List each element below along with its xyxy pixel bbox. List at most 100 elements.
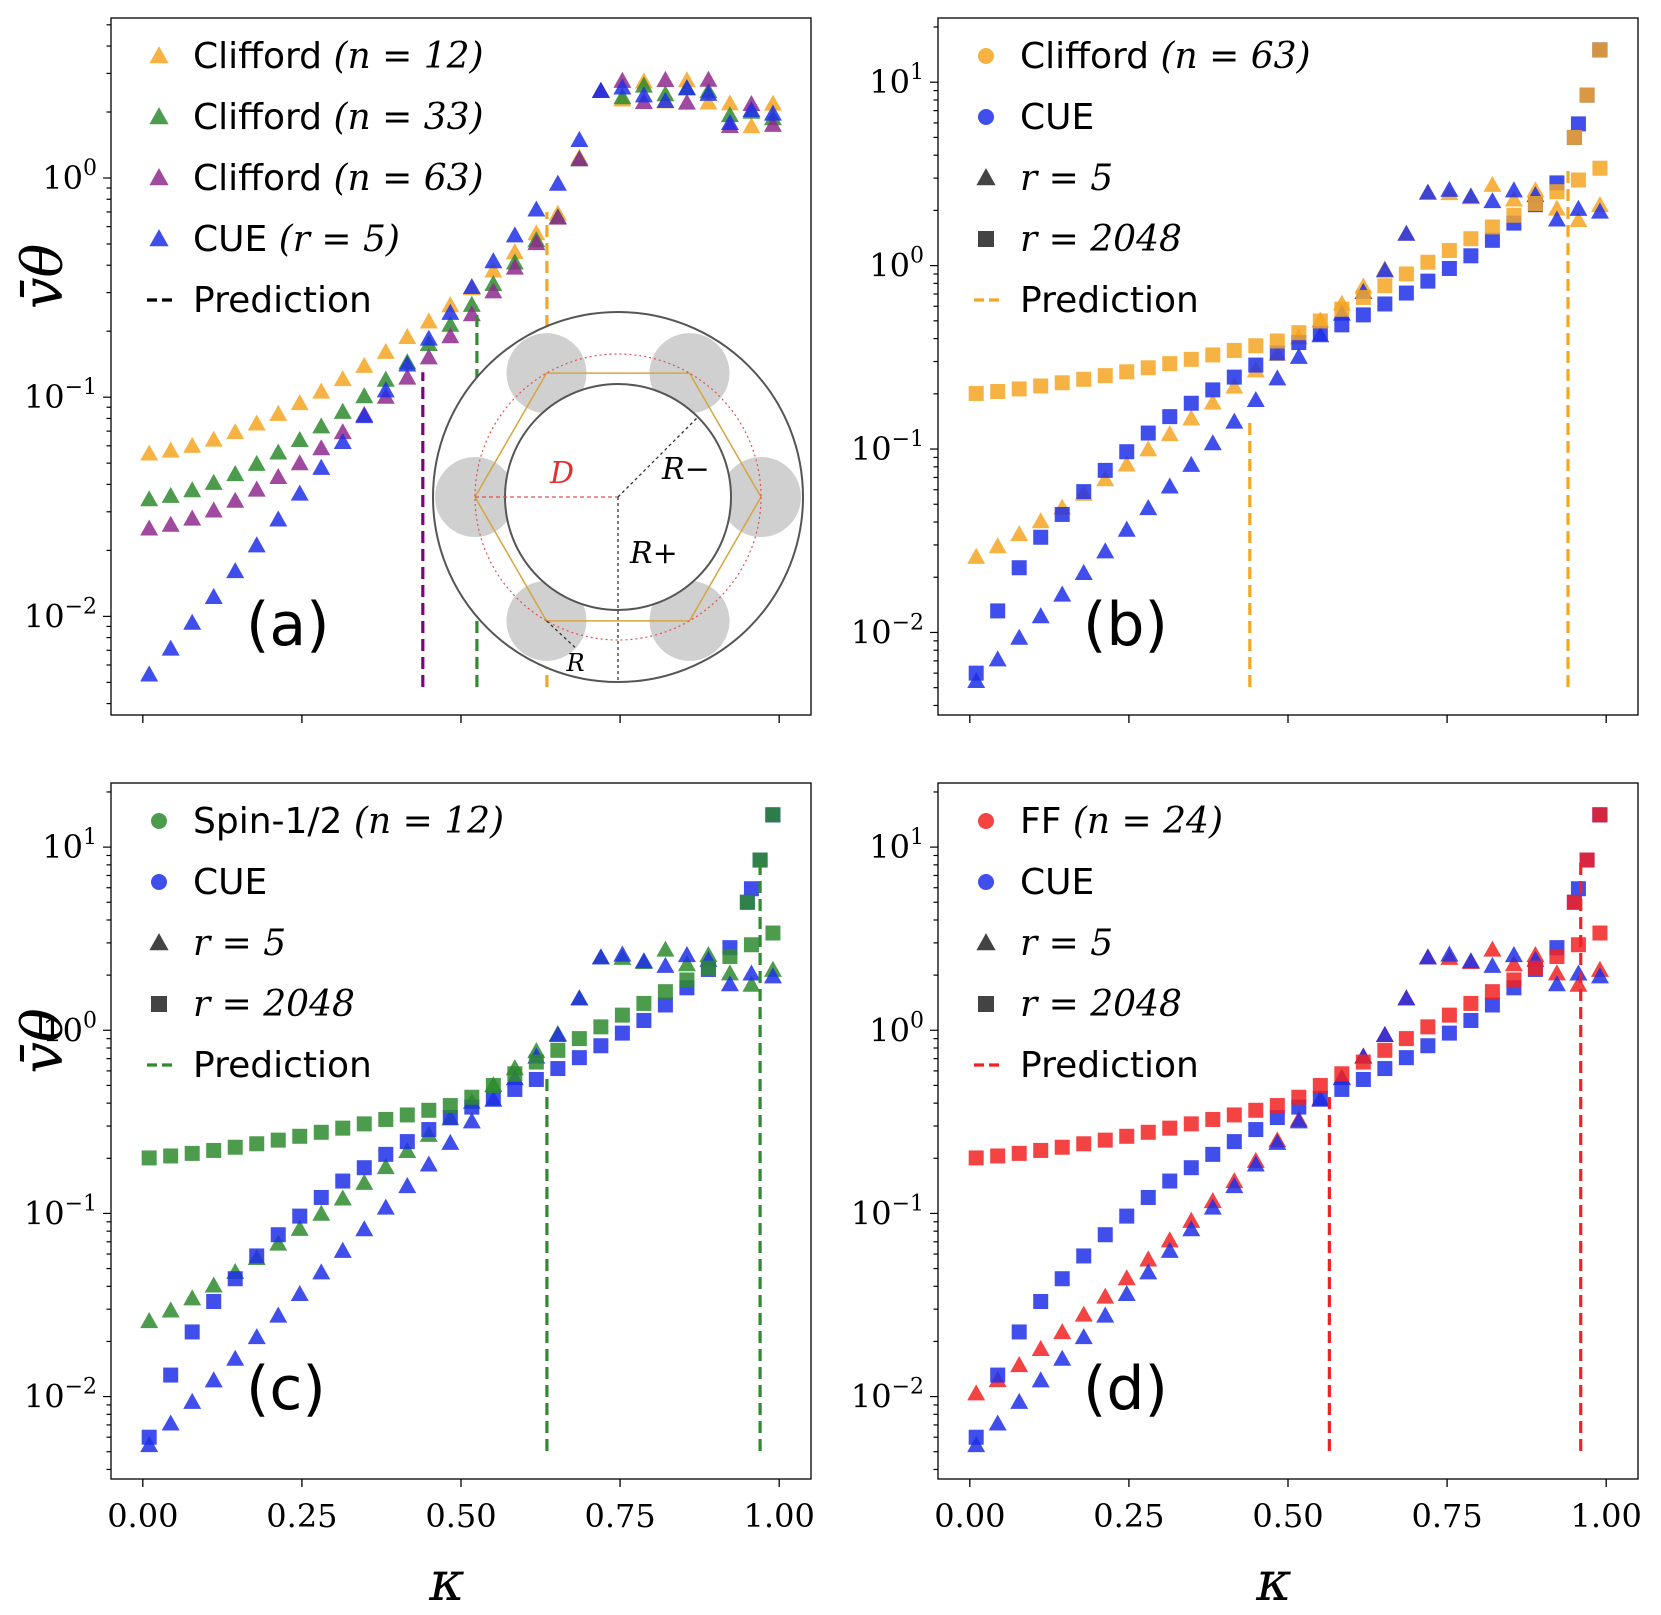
data-point [1225, 377, 1244, 394]
legend-label: r = 2048 [1020, 219, 1182, 260]
data-point [464, 1089, 480, 1105]
data-point [1246, 390, 1265, 408]
data-point [634, 76, 653, 93]
data-point [183, 613, 202, 630]
data-point [1010, 628, 1029, 645]
data-point [1398, 266, 1414, 282]
data-point [1566, 894, 1582, 910]
data-point [269, 443, 288, 460]
legend-text: CUE [193, 219, 279, 260]
data-point [1291, 1089, 1307, 1105]
series-cue-r-5 [967, 180, 1609, 689]
x-axis-label: κ [428, 1550, 464, 1613]
data-point [1441, 1007, 1457, 1023]
data-point [441, 315, 460, 332]
legend-label: CUE [1020, 97, 1094, 138]
legend-math: (n = 24) [1073, 801, 1223, 842]
tick-exponent: −1 [892, 427, 924, 452]
data-point [1097, 1132, 1113, 1148]
data-point [527, 234, 546, 251]
data-point [1549, 948, 1565, 964]
data-point [1375, 1025, 1394, 1042]
data-point [1203, 1198, 1222, 1215]
data-point [720, 964, 739, 981]
data-point [290, 454, 309, 471]
legend-label: r = 5 [1020, 923, 1113, 964]
legend-text: Spin-1/2 [193, 801, 354, 842]
data-point [206, 1142, 222, 1158]
legend-text: CUE [1020, 97, 1094, 138]
data-point [249, 1136, 265, 1152]
data-point [763, 115, 782, 132]
data-point [1570, 116, 1586, 132]
data-point [399, 1134, 415, 1150]
data-point [1010, 1392, 1029, 1409]
data-point [141, 1150, 157, 1166]
data-point [290, 430, 309, 448]
data-point [333, 432, 352, 449]
data-point [1484, 219, 1500, 235]
data-point [1334, 1081, 1350, 1097]
data-point [1225, 1177, 1244, 1194]
data-point [1579, 852, 1595, 868]
legend-math: r = 2048 [1020, 219, 1182, 260]
data-point [398, 1142, 417, 1159]
data-point [290, 484, 309, 501]
data-point [505, 226, 524, 243]
x-tick-label: 0.00 [934, 1497, 1005, 1535]
legend: Clifford (n = 63) CUE r = 5 r = 2048 Predict… [974, 36, 1311, 321]
data-point [1504, 190, 1523, 207]
data-point [226, 491, 245, 508]
data-point [140, 1312, 159, 1329]
data-point [226, 1349, 245, 1366]
label-Rplus: R+ [629, 536, 678, 571]
data-point [398, 355, 417, 372]
data-point [1463, 1012, 1479, 1028]
data-point [1592, 160, 1608, 176]
data-point [1139, 499, 1158, 516]
data-point [1484, 984, 1500, 1000]
data-point [1268, 369, 1287, 386]
data-point [292, 1208, 308, 1224]
data-point [1203, 393, 1222, 410]
legend-label: Spin-1/2 (n = 12) [193, 801, 504, 842]
data-point [462, 295, 481, 312]
data-point [1096, 1287, 1115, 1304]
data-point [1377, 296, 1393, 312]
data-layer [140, 807, 782, 1453]
tick-base: 10 [42, 828, 83, 866]
data-point [1139, 1250, 1158, 1267]
data-point [570, 130, 589, 147]
data-point [591, 948, 610, 965]
data-point [247, 480, 266, 497]
data-point [548, 174, 567, 191]
data-point [1139, 1263, 1158, 1280]
legend-circle [151, 874, 167, 890]
data-point [335, 1173, 351, 1189]
data-point [163, 1148, 179, 1164]
data-point [634, 86, 653, 103]
data-point [441, 303, 460, 320]
data-point [1096, 470, 1115, 487]
data-point [656, 91, 675, 109]
data-point [1162, 356, 1178, 372]
tick-base: 10 [24, 597, 65, 635]
data-point [1031, 607, 1050, 624]
data-point [1096, 1306, 1115, 1323]
data-point [1140, 1124, 1156, 1140]
data-point [163, 1367, 179, 1383]
data-point [184, 1324, 200, 1340]
data-point [1504, 955, 1523, 972]
data-point [1312, 326, 1328, 342]
legend-text: Prediction [193, 1045, 372, 1086]
legend-square [978, 996, 994, 1012]
data-point [1183, 351, 1199, 367]
data-point [398, 327, 417, 345]
data-point [1547, 964, 1566, 981]
data-point [1569, 975, 1588, 992]
data-point [356, 1160, 372, 1176]
tick-exponent: −1 [892, 1191, 924, 1216]
data-point [247, 536, 266, 553]
data-point [312, 417, 331, 434]
